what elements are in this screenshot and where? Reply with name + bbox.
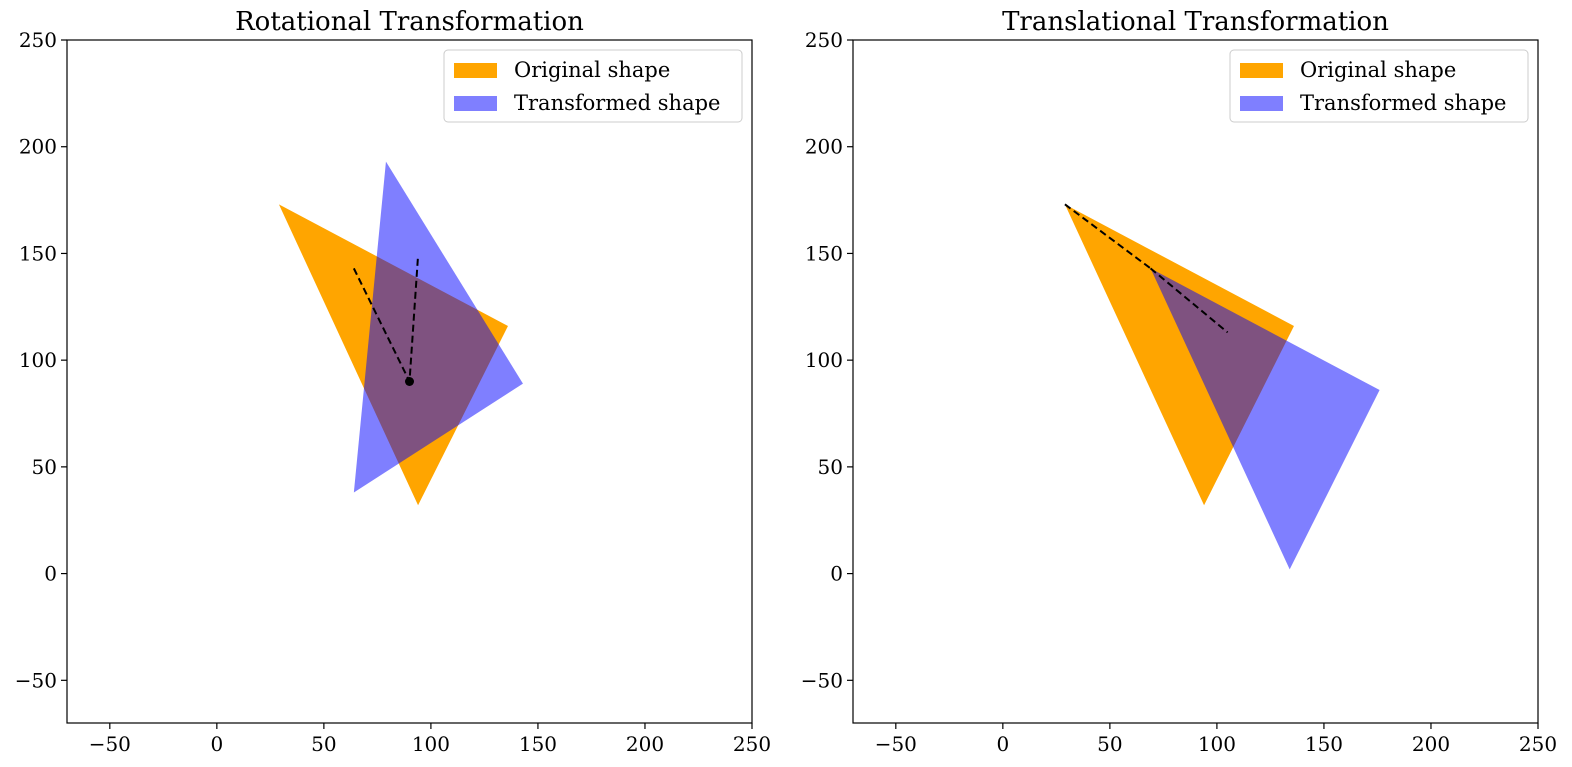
legend-swatch <box>454 63 497 78</box>
legend-box <box>443 49 743 123</box>
y-tick-label: 200 <box>805 135 843 159</box>
y-tick-label: −50 <box>15 668 57 692</box>
y-tick-label: 200 <box>19 135 57 159</box>
y-tick-label: 0 <box>830 562 843 586</box>
x-tick-label: 100 <box>412 732 450 756</box>
chart-panel-1: Rotational Transformation −50 0 50 100 150 200… <box>15 7 771 756</box>
axes-frame <box>852 39 1539 724</box>
x-tick-label: 150 <box>1305 732 1343 756</box>
y-tick-label: 250 <box>19 28 57 52</box>
y-tick-label: 50 <box>32 455 57 479</box>
x-tick-label: 50 <box>311 732 336 756</box>
x-tick-label: 50 <box>1097 732 1122 756</box>
chart-title: Translational Transformation <box>1002 7 1389 37</box>
x-tick-label: 200 <box>1412 732 1450 756</box>
y-tick-label: 100 <box>19 348 57 372</box>
legend-label: Original shape <box>514 58 670 82</box>
x-tick-label: −50 <box>89 732 131 756</box>
legend-swatch <box>1240 63 1283 78</box>
y-tick-label: 250 <box>805 28 843 52</box>
x-tick-label: 250 <box>733 732 771 756</box>
legend: Original shape Transformed shape <box>1229 49 1529 123</box>
x-tick-label: 0 <box>996 732 1009 756</box>
legend-swatch <box>454 96 497 111</box>
legend-label: Transformed shape <box>514 91 720 115</box>
axes-frame <box>66 39 753 724</box>
transformed-shape-polygon <box>1150 268 1380 570</box>
chart-title: Rotational Transformation <box>235 7 584 37</box>
legend-label: Transformed shape <box>1300 91 1506 115</box>
legend-label: Original shape <box>1300 58 1456 82</box>
y-tick-label: 50 <box>818 455 843 479</box>
legend-box <box>1229 49 1529 123</box>
legend: Original shape Transformed shape <box>443 49 743 123</box>
x-tick-label: 100 <box>1198 732 1236 756</box>
y-tick-label: 0 <box>44 562 57 586</box>
transformed-shape-polygon <box>353 161 523 493</box>
dashed-guide-line <box>1064 203 1152 270</box>
x-tick-label: −50 <box>875 732 917 756</box>
dashed-guide-line <box>1149 267 1229 334</box>
y-tick-label: 100 <box>805 348 843 372</box>
legend-swatch <box>1240 96 1283 111</box>
x-tick-label: 200 <box>626 732 664 756</box>
y-tick-label: 150 <box>805 241 843 265</box>
y-tick-label: −50 <box>801 668 843 692</box>
x-tick-label: 250 <box>1519 732 1557 756</box>
chart-panel-2: Translational Transformation −50 0 50 100 150… <box>801 7 1557 756</box>
x-tick-label: 150 <box>519 732 557 756</box>
y-tick-label: 150 <box>19 241 57 265</box>
rotation-center-point <box>405 377 414 386</box>
x-tick-label: 0 <box>210 732 223 756</box>
